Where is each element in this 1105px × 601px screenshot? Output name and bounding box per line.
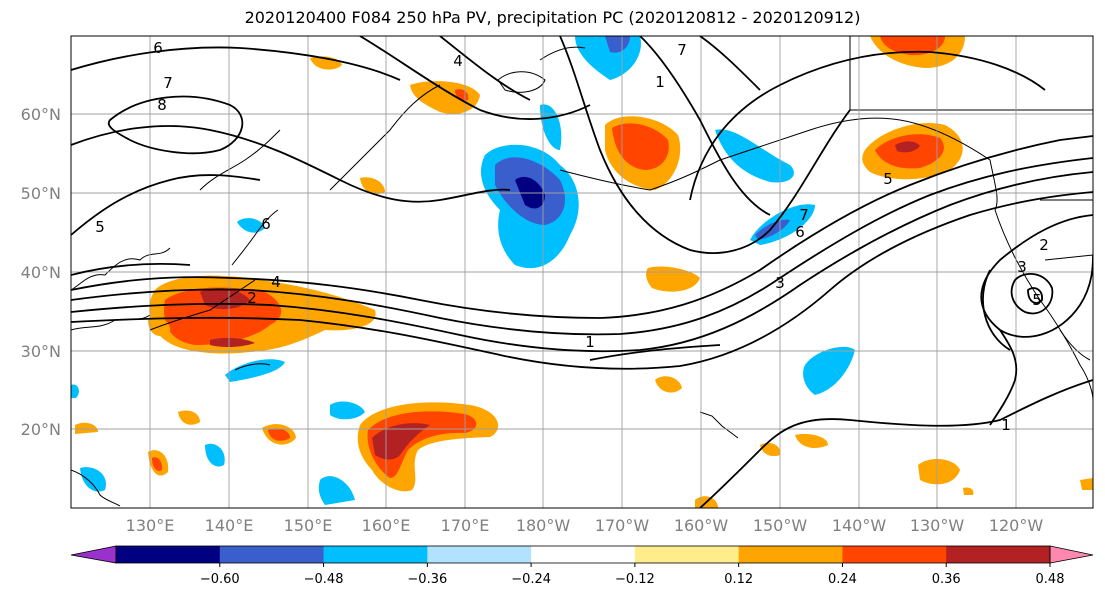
contour-label: 8 (157, 96, 167, 114)
lon-label: 130°W (910, 516, 965, 535)
colorbar-tick-label: −0.48 (304, 572, 344, 587)
lon-label: 150°W (753, 516, 808, 535)
lat-label-60n: 60°N (21, 105, 61, 124)
lat-label-40n: 40°N (21, 263, 61, 282)
lon-label: 140°E (205, 516, 254, 535)
colorbar-segment (323, 546, 428, 563)
colorbar-tick-label: −0.36 (407, 572, 447, 587)
latitude-labels: 60°N 50°N 40°N 30°N 20°N (21, 105, 61, 439)
contour-label: 1 (655, 73, 665, 91)
colorbar-extend-high (1050, 546, 1093, 563)
colorbar-segment (219, 546, 325, 563)
contour-label: 5 (883, 170, 893, 188)
contour-label: 1 (585, 333, 595, 351)
lat-label-20n: 20°N (21, 420, 61, 439)
colorbar-segment (738, 546, 843, 563)
contour-label: 3 (775, 274, 785, 292)
contour-label: 3 (1017, 258, 1027, 276)
colorbar-extend-low (71, 546, 116, 563)
colorbar-segment (427, 546, 532, 563)
colorbar-tick-label: −0.24 (511, 572, 551, 587)
lon-label: 120°W (989, 516, 1044, 535)
colorbar-segment (842, 546, 947, 563)
colorbar: −0.60 −0.48 −0.36 −0.24 −0.12 0.12 0.24 0.36 0.4… (70, 545, 1094, 587)
colorbar-tick-label: 0.12 (724, 572, 753, 587)
colorbar-tick-label: −0.12 (615, 572, 655, 587)
colorbar-tick-label: −0.60 (200, 572, 240, 587)
map-title: 2020120400 F084 250 hPa PV, precipitatio… (244, 8, 861, 27)
lon-label: 170°W (595, 516, 650, 535)
lat-label-50n: 50°N (21, 184, 61, 203)
contour-label: 4 (453, 52, 463, 70)
lon-label: 130°E (126, 516, 175, 535)
contour-labels: 6 7 8 5 6 4 2 1 7 6 5 3 1 2 3 5 7 4 1 (95, 39, 1049, 434)
map-frame (70, 35, 1094, 509)
contour-label: 6 (153, 39, 163, 57)
colorbar-segment (116, 546, 221, 563)
lon-label: 140°W (832, 516, 887, 535)
longitude-labels: 130°E 140°E 150°E 160°E 170°E 180°W 170°… (126, 516, 1044, 535)
contour-label: 1 (1001, 416, 1011, 434)
contour-label: 5 (95, 218, 105, 236)
contour-label: 7 (163, 74, 173, 92)
colorbar-tick-label: 0.24 (828, 572, 857, 587)
pv-contours (71, 36, 1093, 508)
contour-label: 6 (795, 223, 805, 241)
contour-label: 6 (261, 215, 271, 233)
lon-label: 150°E (284, 516, 333, 535)
contour-label: 5 (1032, 291, 1042, 309)
contour-label: 2 (247, 289, 257, 307)
lon-label: 160°E (362, 516, 411, 535)
lat-label-30n: 30°N (21, 342, 61, 361)
colorbar-segment (531, 546, 636, 563)
contour-label: 4 (271, 273, 281, 291)
colorbar-segment (946, 546, 1051, 563)
lon-label: 160°W (674, 516, 729, 535)
contour-label: 7 (799, 206, 809, 224)
lon-label: 180°W (516, 516, 571, 535)
contour-label: 2 (1039, 236, 1049, 254)
contour-label: 7 (677, 41, 687, 59)
colorbar-tick-label: 0.36 (932, 572, 961, 587)
grid-lines (71, 36, 1093, 508)
colorbar-segment (634, 546, 740, 563)
lon-label: 170°E (441, 516, 490, 535)
colorbar-tick-label: 0.48 (1036, 572, 1065, 587)
